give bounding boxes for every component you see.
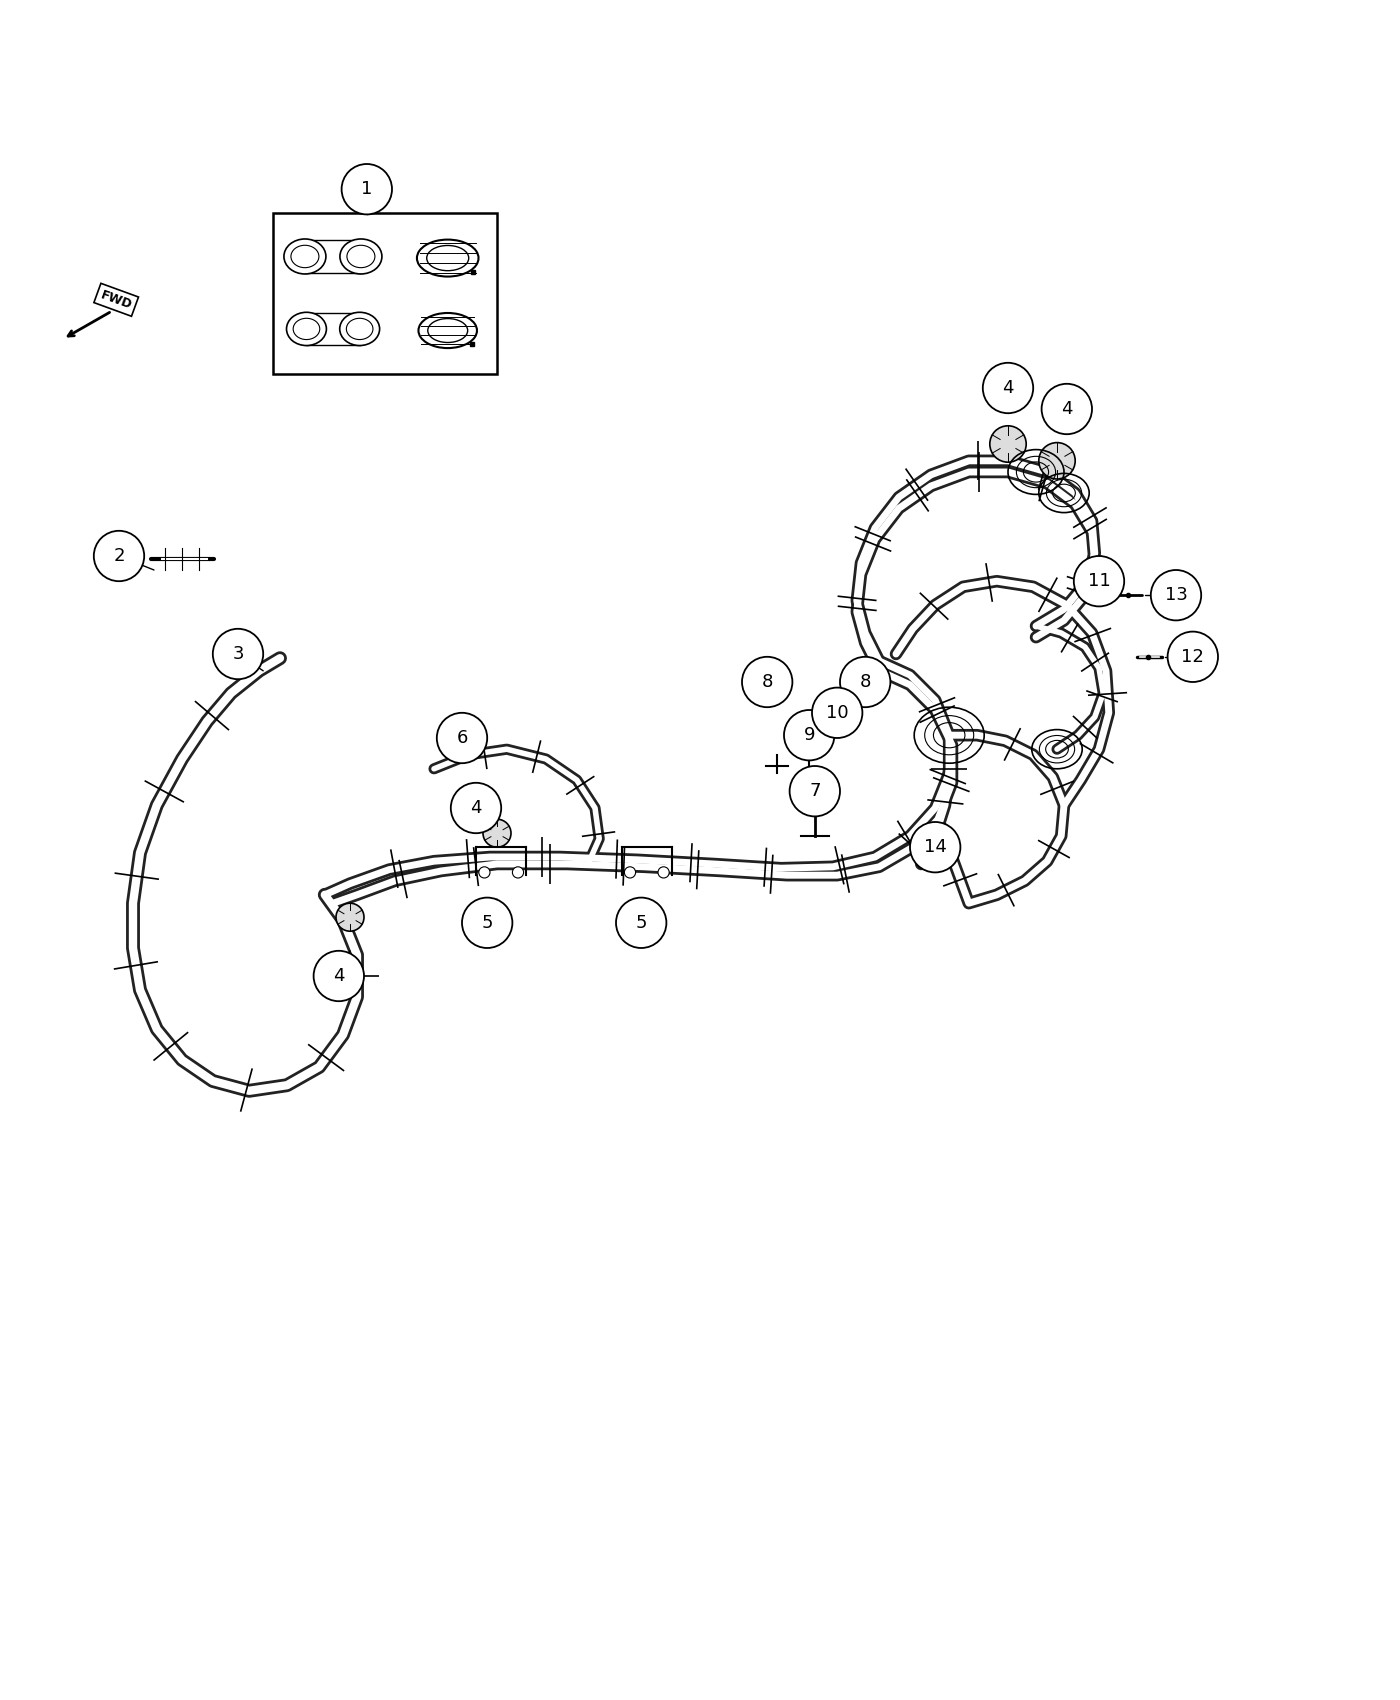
Circle shape [213,629,263,680]
Text: 6: 6 [456,729,468,746]
FancyBboxPatch shape [273,212,497,374]
Text: 12: 12 [1182,648,1204,666]
Text: 9: 9 [804,726,815,745]
Ellipse shape [284,240,326,274]
Ellipse shape [287,313,326,345]
Circle shape [784,711,834,760]
Circle shape [483,819,511,847]
Circle shape [983,362,1033,413]
Text: 5: 5 [636,915,647,932]
Circle shape [1151,570,1201,620]
Text: 7: 7 [809,782,820,801]
Circle shape [742,656,792,707]
Circle shape [1074,556,1124,607]
Text: 8: 8 [860,673,871,690]
Text: 4: 4 [1002,379,1014,398]
Circle shape [462,898,512,949]
Text: 13: 13 [1165,586,1187,604]
Circle shape [94,530,144,581]
Text: 11: 11 [1088,573,1110,590]
Circle shape [790,767,840,816]
Text: 14: 14 [924,838,946,857]
Text: FWD: FWD [99,287,133,311]
Circle shape [658,867,669,877]
Circle shape [479,867,490,877]
Circle shape [314,950,364,1001]
Circle shape [512,867,524,877]
Ellipse shape [340,313,379,345]
Circle shape [624,867,636,877]
Circle shape [1039,442,1075,479]
Circle shape [451,782,501,833]
Text: 8: 8 [762,673,773,690]
Text: 5: 5 [482,915,493,932]
Ellipse shape [340,240,382,274]
Circle shape [1042,384,1092,434]
Circle shape [336,903,364,932]
Circle shape [990,425,1026,462]
Circle shape [342,163,392,214]
Text: 10: 10 [826,704,848,722]
Circle shape [840,656,890,707]
Text: 2: 2 [113,547,125,564]
Text: 4: 4 [470,799,482,818]
Text: 1: 1 [361,180,372,199]
Text: 4: 4 [1061,400,1072,418]
Text: 4: 4 [333,967,344,984]
Circle shape [616,898,666,949]
Circle shape [910,823,960,872]
Circle shape [1168,632,1218,682]
Circle shape [812,687,862,738]
Text: 3: 3 [232,644,244,663]
Circle shape [437,712,487,763]
